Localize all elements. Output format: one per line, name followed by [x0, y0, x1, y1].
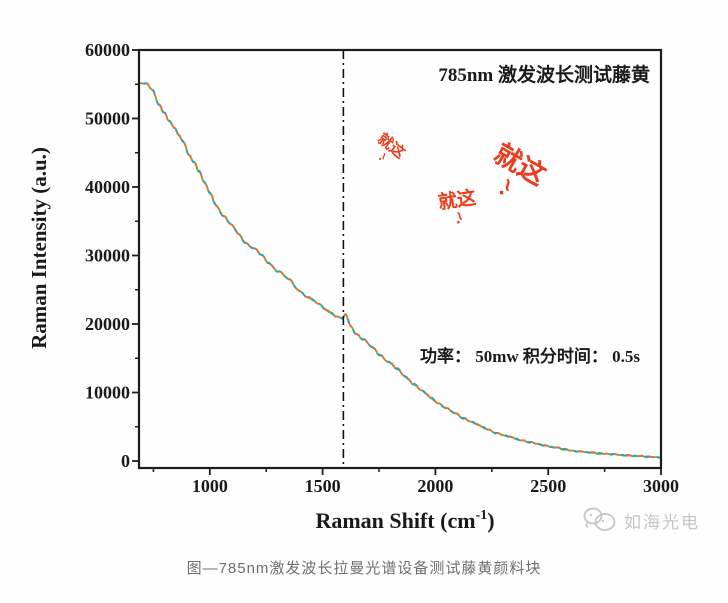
x-tick-label: 1500 [305, 476, 341, 496]
y-tick-label: 10000 [85, 383, 130, 403]
plot-frame [137, 48, 663, 470]
spectrum-curve-overlay [139, 82, 662, 459]
watermark-text: 如海光电 [624, 512, 700, 532]
y-axis-title: Raman Intensity (a.u.) [27, 147, 51, 349]
y-tick-label: 50000 [85, 109, 130, 129]
curve-layer [139, 81, 662, 459]
y-tick-label: 30000 [85, 246, 130, 266]
x-tick-label: 2000 [417, 476, 453, 496]
x-tick-label: 1000 [192, 476, 228, 496]
axes-frame-layer [132, 48, 663, 475]
spectrum-curve-base [140, 82, 661, 458]
figure-caption: 图—785nm激发波长拉曼光谱设备测试藤黄颜料块 [186, 560, 542, 577]
tick-label-layer: 1000 1500 2000 2500 300001000020000300004000… [85, 40, 679, 496]
brand-watermark: 如海光电 [580, 502, 720, 538]
power-annotation: 功率： 50mw 积分时间： 0.5s [420, 346, 640, 366]
x-tick-label: 2500 [530, 476, 566, 496]
bubble-logo-icon [583, 507, 616, 531]
x-tick-label: 3000 [643, 476, 679, 496]
x-axis-title: Raman Shift (cm-1) [315, 508, 494, 533]
y-tick-label: 40000 [85, 177, 130, 197]
spectrum-curve-overlay [139, 82, 662, 459]
y-tick-label: 20000 [85, 314, 130, 334]
spectrum-curve-overlay [139, 81, 662, 459]
y-tick-label: 60000 [85, 40, 130, 60]
y-tick-label: 0 [121, 451, 130, 471]
plot-title: 785nm 激发波长测试藤黄 [438, 63, 650, 86]
